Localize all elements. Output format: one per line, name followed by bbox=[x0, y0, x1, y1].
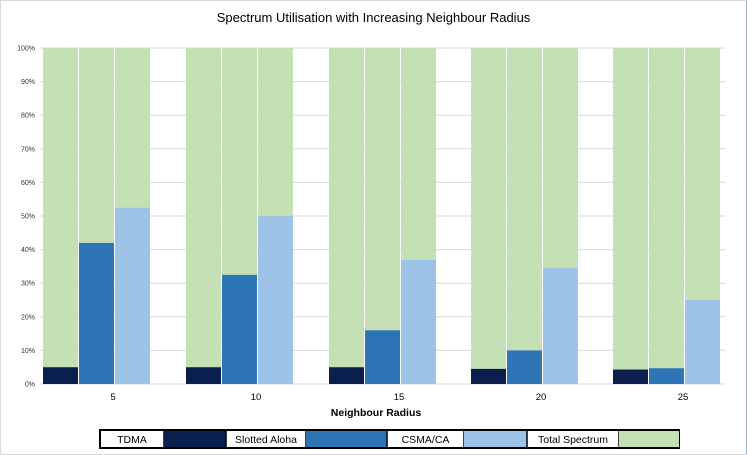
legend-label: CSMA/CA bbox=[402, 434, 450, 446]
bar-slotted-aloha-5 bbox=[79, 242, 114, 384]
bar-tdma-15 bbox=[329, 367, 364, 384]
legend-label: TDMA bbox=[117, 434, 147, 446]
bar-total-spectrum-15-csma-ca bbox=[401, 48, 436, 260]
bar-tdma-25 bbox=[613, 369, 648, 384]
bar-tdma-10 bbox=[186, 367, 221, 384]
bar-total-spectrum-10-slotted-aloha bbox=[222, 48, 257, 275]
chart-title: Spectrum Utilisation with Increasing Nei… bbox=[216, 10, 531, 25]
bar-total-spectrum-25-csma-ca bbox=[685, 48, 720, 300]
legend: TDMA Slotted Aloha CSMA/CA Total Spectrum bbox=[99, 429, 680, 449]
y-tick-label: 70% bbox=[21, 146, 35, 153]
bar-tdma-20 bbox=[471, 368, 506, 384]
y-tick-label: 80% bbox=[21, 113, 35, 120]
bar-csma-ca-15 bbox=[401, 259, 436, 384]
bar-slotted-aloha-20 bbox=[507, 350, 542, 384]
bar-total-spectrum-10-tdma bbox=[186, 48, 221, 368]
x-tick-label: 15 bbox=[394, 392, 405, 403]
x-tick-label: 25 bbox=[678, 392, 689, 403]
bar-csma-ca-20 bbox=[543, 268, 578, 384]
y-tick-label: 90% bbox=[21, 79, 35, 86]
bar-slotted-aloha-25 bbox=[649, 368, 684, 384]
bar-csma-ca-5 bbox=[115, 207, 150, 384]
bar-total-spectrum-10-csma-ca bbox=[258, 48, 293, 216]
x-tick-label: 5 bbox=[110, 392, 115, 403]
bar-total-spectrum-15-tdma bbox=[329, 48, 364, 368]
y-tick-label: 30% bbox=[21, 281, 35, 288]
x-axis-ticks: 5 10 15 20 25 bbox=[110, 392, 688, 403]
y-tick-label: 100% bbox=[17, 46, 35, 53]
legend-label: Total Spectrum bbox=[538, 434, 608, 446]
x-axis-label: Neighbour Radius bbox=[331, 407, 422, 419]
bar-slotted-aloha-10 bbox=[222, 274, 257, 384]
bar-total-spectrum-20-csma-ca bbox=[543, 48, 578, 269]
y-tick-label: 0% bbox=[25, 382, 35, 389]
bar-total-spectrum-15-slotted-aloha bbox=[365, 48, 400, 331]
bar-total-spectrum-5-tdma bbox=[43, 48, 78, 368]
bar-csma-ca-10 bbox=[258, 216, 293, 384]
y-tick-label: 60% bbox=[21, 180, 35, 187]
bar-total-spectrum-5-slotted-aloha bbox=[79, 48, 114, 243]
y-tick-label: 40% bbox=[21, 247, 35, 254]
x-tick-label: 20 bbox=[536, 392, 547, 403]
bar-total-spectrum-5-csma-ca bbox=[115, 48, 150, 208]
bar-total-spectrum-20-tdma bbox=[471, 48, 506, 369]
bar-total-spectrum-25-tdma bbox=[613, 48, 648, 370]
legend-label: Slotted Aloha bbox=[235, 434, 297, 446]
x-tick-label: 10 bbox=[251, 392, 262, 403]
bar-total-spectrum-20-slotted-aloha bbox=[507, 48, 542, 351]
legend-swatch bbox=[619, 431, 679, 447]
y-axis-ticks: 0% 10% 20% 30% 40% 50% 60% 70% 80% 90% 100% bbox=[17, 46, 35, 389]
legend-swatch bbox=[164, 431, 226, 447]
bars bbox=[43, 48, 720, 384]
y-tick-label: 20% bbox=[21, 314, 35, 321]
bar-csma-ca-25 bbox=[685, 300, 720, 384]
bar-tdma-5 bbox=[43, 367, 78, 384]
bar-slotted-aloha-15 bbox=[365, 330, 400, 384]
y-tick-label: 50% bbox=[21, 214, 35, 221]
legend-swatch bbox=[464, 431, 527, 447]
legend-swatch bbox=[306, 431, 387, 447]
y-tick-label: 10% bbox=[21, 348, 35, 355]
bar-total-spectrum-25-slotted-aloha bbox=[649, 48, 684, 369]
